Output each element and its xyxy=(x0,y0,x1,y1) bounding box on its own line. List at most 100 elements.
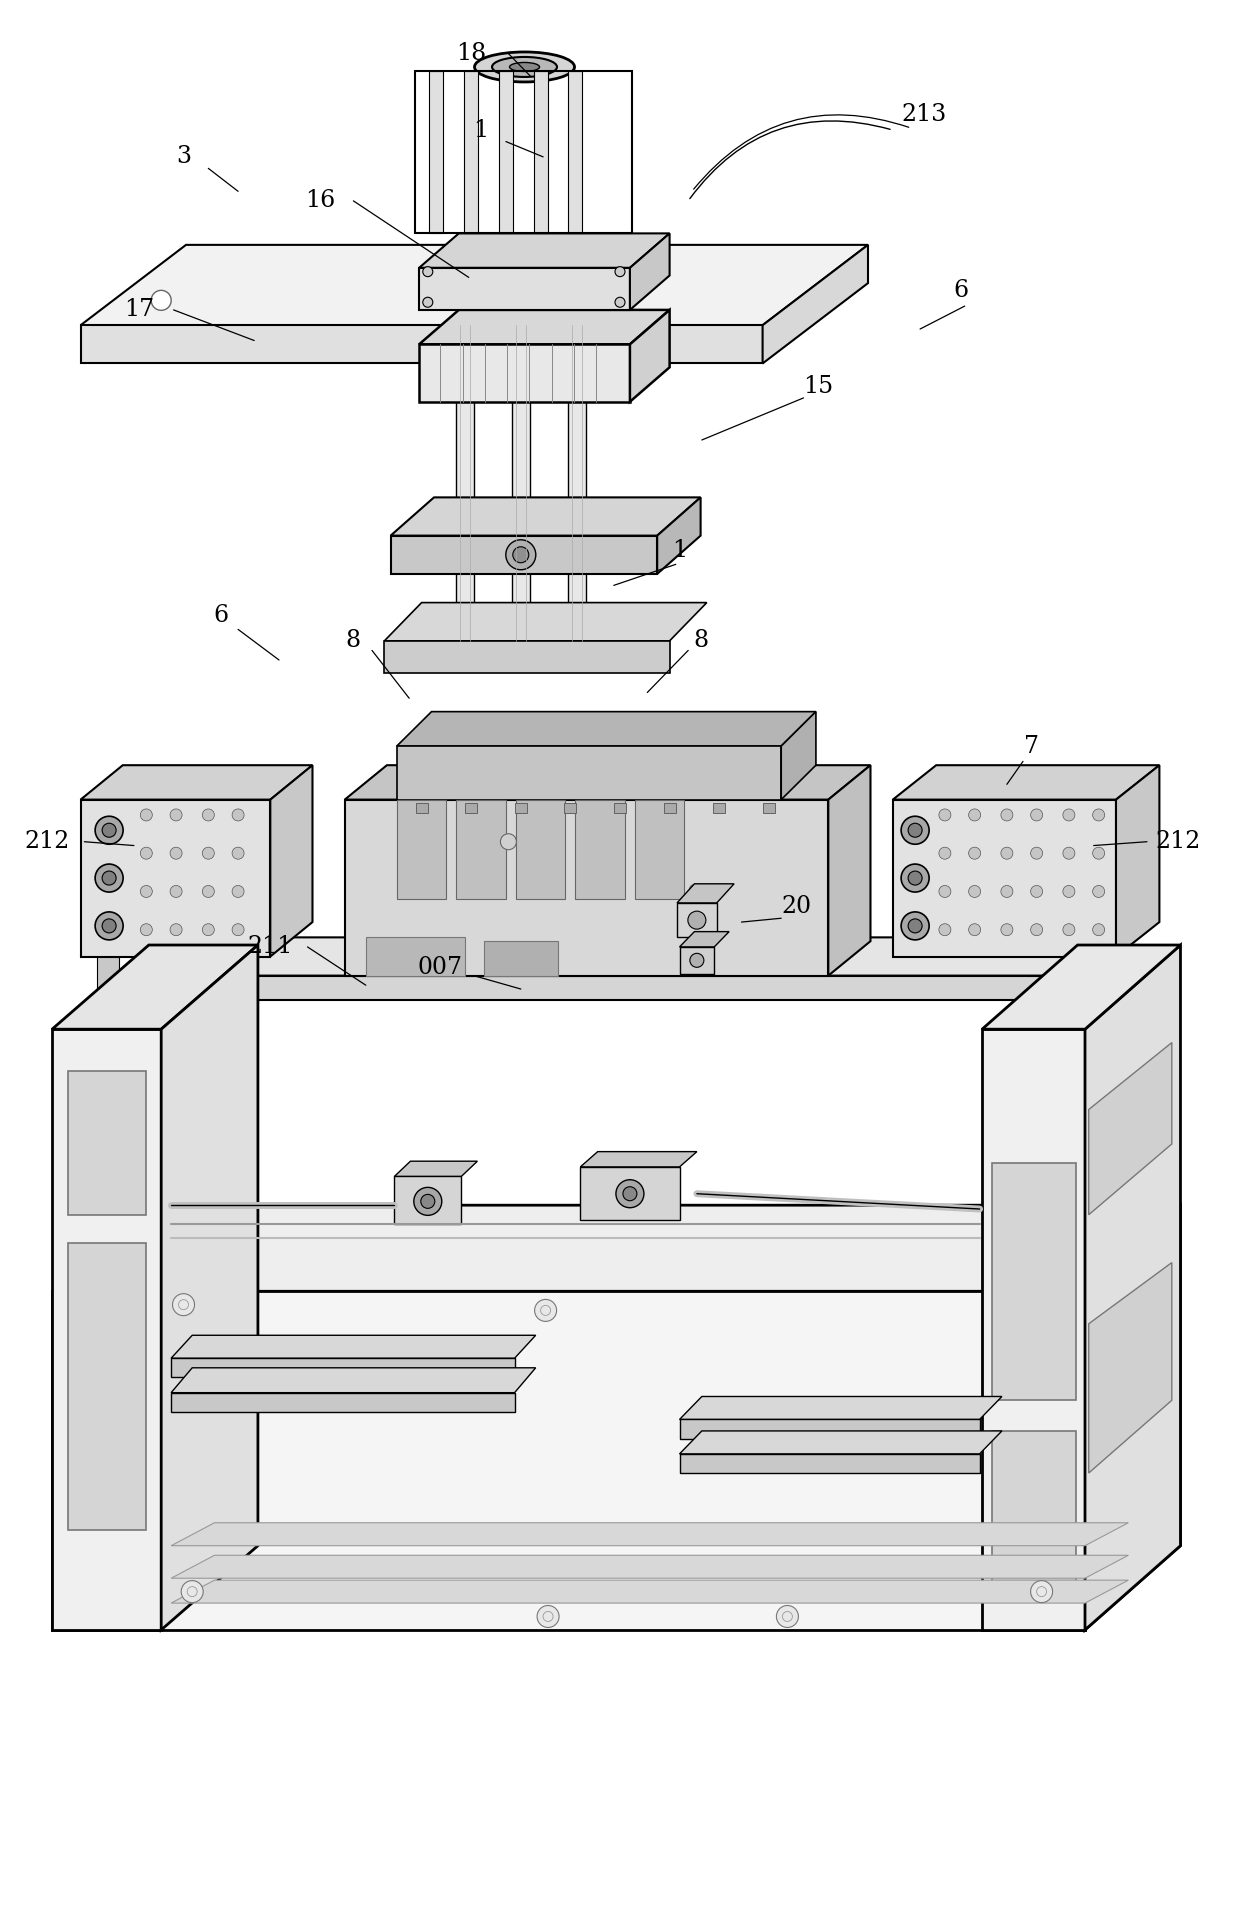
Bar xyxy=(564,803,577,813)
Bar xyxy=(415,71,632,233)
Bar xyxy=(533,71,548,233)
Circle shape xyxy=(170,924,182,935)
Text: 212: 212 xyxy=(1156,830,1200,853)
Circle shape xyxy=(1092,847,1105,859)
Circle shape xyxy=(423,266,433,277)
Polygon shape xyxy=(81,325,763,363)
Circle shape xyxy=(102,823,117,838)
Circle shape xyxy=(420,1194,435,1209)
Text: 15: 15 xyxy=(804,375,833,398)
Text: 8: 8 xyxy=(693,629,708,652)
Polygon shape xyxy=(680,1431,1002,1454)
Polygon shape xyxy=(171,1580,1128,1603)
Polygon shape xyxy=(1089,1263,1172,1473)
Circle shape xyxy=(939,924,951,935)
Polygon shape xyxy=(397,712,816,746)
Ellipse shape xyxy=(510,63,539,71)
Text: 1: 1 xyxy=(474,119,489,142)
Text: 211: 211 xyxy=(248,935,293,958)
Bar xyxy=(97,956,119,1000)
Circle shape xyxy=(102,870,117,886)
Circle shape xyxy=(1001,924,1013,935)
Polygon shape xyxy=(161,945,258,1630)
Circle shape xyxy=(414,1188,441,1215)
Text: 3: 3 xyxy=(176,145,191,168)
Polygon shape xyxy=(1085,945,1180,1630)
Circle shape xyxy=(170,847,182,859)
Circle shape xyxy=(95,913,123,939)
Polygon shape xyxy=(630,233,670,310)
Bar xyxy=(512,325,529,641)
Circle shape xyxy=(140,847,153,859)
Polygon shape xyxy=(680,1454,980,1473)
Circle shape xyxy=(968,924,981,935)
Ellipse shape xyxy=(492,57,557,77)
Circle shape xyxy=(939,886,951,897)
Bar xyxy=(464,71,479,233)
Text: 6: 6 xyxy=(213,605,228,627)
Polygon shape xyxy=(171,1523,1128,1546)
Circle shape xyxy=(689,884,699,895)
Bar xyxy=(614,803,626,813)
Ellipse shape xyxy=(475,52,574,82)
Circle shape xyxy=(102,918,117,934)
Circle shape xyxy=(151,291,171,310)
Circle shape xyxy=(908,823,923,838)
Circle shape xyxy=(1001,847,1013,859)
Circle shape xyxy=(1092,886,1105,897)
Bar xyxy=(713,803,725,813)
Circle shape xyxy=(1030,924,1043,935)
Circle shape xyxy=(172,1293,195,1316)
Circle shape xyxy=(939,809,951,821)
Polygon shape xyxy=(630,310,670,402)
FancyArrowPatch shape xyxy=(693,115,909,189)
Polygon shape xyxy=(171,1335,536,1358)
Text: 17: 17 xyxy=(124,298,154,321)
Polygon shape xyxy=(580,1167,680,1220)
Polygon shape xyxy=(419,310,670,344)
Polygon shape xyxy=(171,1368,536,1393)
Polygon shape xyxy=(992,1163,1076,1400)
Polygon shape xyxy=(680,1396,1002,1419)
Polygon shape xyxy=(680,1419,980,1439)
Circle shape xyxy=(615,297,625,308)
Text: 212: 212 xyxy=(25,830,69,853)
Circle shape xyxy=(501,834,516,849)
Polygon shape xyxy=(677,903,717,937)
Bar xyxy=(465,803,477,813)
Circle shape xyxy=(1001,886,1013,897)
Circle shape xyxy=(181,1580,203,1603)
Polygon shape xyxy=(391,497,701,536)
Circle shape xyxy=(908,870,923,886)
FancyArrowPatch shape xyxy=(689,121,890,199)
Polygon shape xyxy=(992,1431,1076,1592)
Polygon shape xyxy=(982,1029,1085,1630)
Circle shape xyxy=(688,911,706,930)
Bar xyxy=(763,803,775,813)
Polygon shape xyxy=(81,245,868,325)
Text: 8: 8 xyxy=(346,629,361,652)
Circle shape xyxy=(140,924,153,935)
Polygon shape xyxy=(68,1243,146,1530)
Text: 6: 6 xyxy=(954,279,968,302)
Circle shape xyxy=(513,547,528,562)
Polygon shape xyxy=(68,1071,146,1215)
Bar xyxy=(635,800,684,899)
Circle shape xyxy=(423,297,433,308)
Bar xyxy=(575,800,625,899)
Polygon shape xyxy=(52,1205,1180,1291)
Circle shape xyxy=(140,809,153,821)
Polygon shape xyxy=(419,344,630,402)
Polygon shape xyxy=(677,884,734,903)
Polygon shape xyxy=(391,536,657,574)
Text: 16: 16 xyxy=(305,189,335,212)
Polygon shape xyxy=(52,1029,161,1630)
Circle shape xyxy=(1063,924,1075,935)
Polygon shape xyxy=(680,947,714,974)
Polygon shape xyxy=(345,765,870,800)
Bar xyxy=(221,956,243,1000)
Circle shape xyxy=(1063,847,1075,859)
Polygon shape xyxy=(580,1152,697,1167)
Polygon shape xyxy=(171,1555,1128,1578)
Circle shape xyxy=(901,865,929,891)
